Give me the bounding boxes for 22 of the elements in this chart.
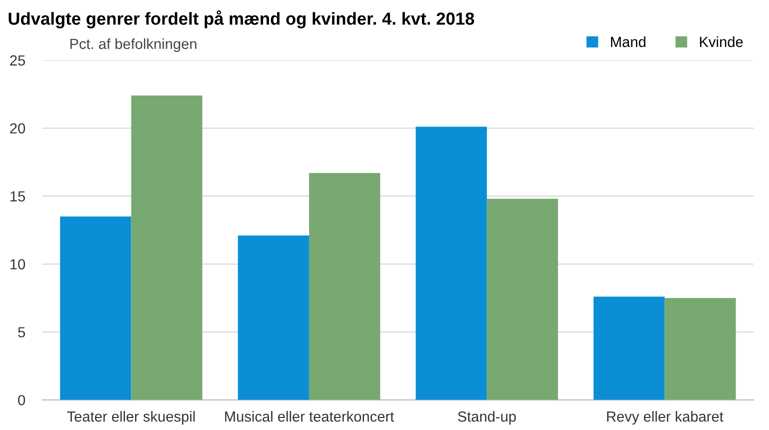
bar xyxy=(60,216,132,400)
bar xyxy=(664,298,736,400)
bar xyxy=(594,296,665,400)
y-tick-label: 15 xyxy=(10,191,26,202)
legend-label: Mand xyxy=(611,36,646,48)
x-tick-label: Musical eller teaterkoncert xyxy=(225,411,394,422)
legend-label: Kvinde xyxy=(700,36,743,48)
y-axis-title: Pct. af befolkningen xyxy=(70,38,196,52)
x-tick-label: Stand-up xyxy=(458,411,516,425)
bar xyxy=(238,235,310,400)
y-tick-label: 25 xyxy=(10,55,26,66)
bar xyxy=(416,126,487,400)
y-tick-label: 0 xyxy=(18,395,26,406)
y-tick-label: 20 xyxy=(10,123,26,134)
y-tick-label: 5 xyxy=(18,327,26,338)
x-tick-label: Teater eller skuespil xyxy=(67,411,195,425)
bar xyxy=(486,198,558,400)
x-tick-label: Revy eller kabaret xyxy=(607,411,724,425)
chart-title: Udvalgte genrer fordelt på mænd og kvinder. 4. kvt. 2018 xyxy=(8,10,474,28)
bar xyxy=(131,96,202,400)
bar xyxy=(309,172,380,400)
y-tick-label: 10 xyxy=(10,259,26,270)
